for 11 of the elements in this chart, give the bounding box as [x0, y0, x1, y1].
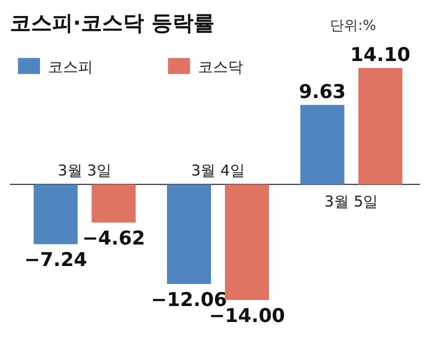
label: 14.10: [350, 44, 410, 66]
title: 코스피·코스닥 등락률: [10, 11, 214, 35]
category: 3월 5일: [324, 192, 378, 210]
label: −7.24: [24, 249, 88, 272]
label: −4.62: [82, 228, 146, 250]
legend-label: 코스피: [48, 58, 93, 76]
category: 3월 4일: [191, 161, 245, 180]
label: 9.63: [298, 80, 346, 103]
legend-label: 코스닥: [198, 58, 243, 76]
category: 3월 3일: [58, 161, 112, 180]
subtitle: 단위:%: [330, 18, 376, 34]
